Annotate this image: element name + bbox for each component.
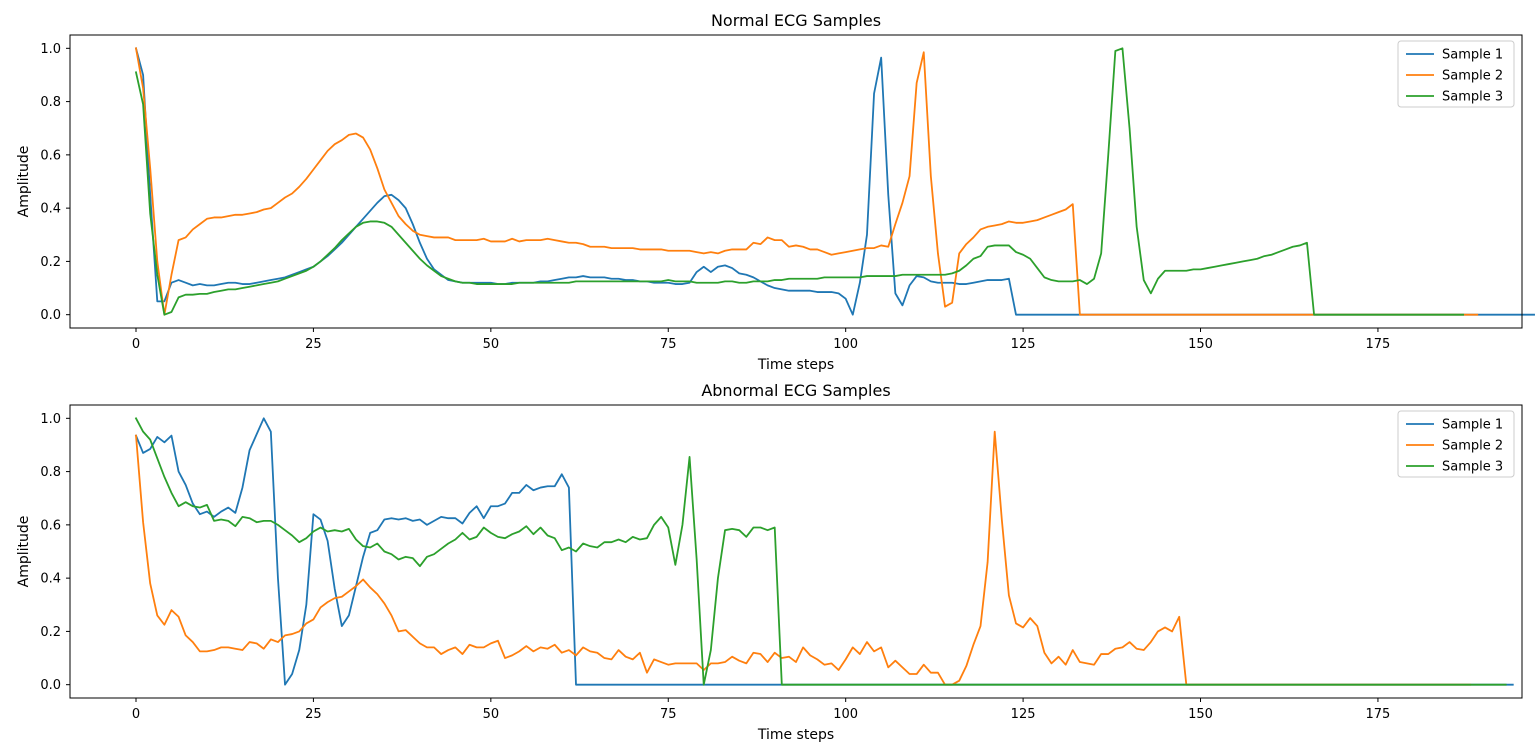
y-tick-label: 0.0	[40, 308, 61, 323]
legend-box	[1397, 410, 1515, 478]
series-line-sample-3	[134, 417, 1507, 686]
x-tick-label: 75	[660, 337, 677, 352]
y-tick-label: 0.6	[40, 148, 61, 163]
series-line-sample-1	[134, 47, 1535, 316]
legend-label: Sample 2	[1442, 439, 1503, 454]
y-tick-label: 0.2	[40, 625, 61, 640]
x-tick-label: 50	[483, 707, 500, 722]
legend: Sample 1 Sample 2 Sample 3	[1397, 40, 1515, 108]
normal-ecg-panel: Normal ECG Samples 0.0 0.2 0.4 0.6 0.8 1.0 0 2…	[16, 11, 1535, 373]
chart-title: Normal ECG Samples	[711, 11, 881, 30]
plot-area	[134, 417, 1514, 686]
x-tick-label: 25	[305, 337, 322, 352]
x-tick-label: 0	[132, 337, 140, 352]
y-axis-label: Amplitude	[16, 146, 32, 218]
y-tick-label: 0.0	[40, 678, 61, 693]
x-axis-ticks: 0 25 50 75 100 125 150 175	[132, 328, 1390, 352]
axes-frame	[69, 34, 1523, 329]
y-tick-label: 1.0	[40, 42, 61, 57]
series-line-sample-2	[135, 430, 1472, 686]
abnormal-ecg-panel: Abnormal ECG Samples 0.00.20.40.60.81.0 …	[16, 381, 1523, 743]
legend: Sample 1 Sample 2 Sample 3	[1397, 410, 1515, 478]
x-tick-label: 150	[1188, 337, 1213, 352]
x-tick-label: 175	[1366, 337, 1391, 352]
legend-label: Sample 3	[1442, 90, 1503, 105]
y-tick-label: 0.2	[40, 255, 61, 270]
x-axis-ticks: 0 25 50 75 100 125 150 175	[132, 698, 1390, 722]
chart-title: Abnormal ECG Samples	[701, 381, 890, 400]
x-tick-label: 125	[1011, 337, 1036, 352]
legend-label: Sample 1	[1442, 48, 1503, 63]
axes-frame	[69, 404, 1523, 699]
series-line-sample-3	[134, 47, 1464, 316]
x-tick-label: 50	[483, 337, 500, 352]
y-axis-label: Amplitude	[16, 516, 32, 588]
y-tick-label: 0.8	[40, 465, 61, 480]
x-tick-label: 175	[1366, 707, 1391, 722]
x-tick-label: 0	[132, 707, 140, 722]
legend-box	[1397, 40, 1515, 108]
y-tick-label: 0.6	[40, 518, 61, 533]
plot-area	[134, 47, 1535, 316]
x-tick-label: 150	[1188, 707, 1213, 722]
series-line-sample-2	[134, 47, 1479, 316]
y-tick-label: 0.4	[40, 572, 61, 587]
x-tick-label: 75	[660, 707, 677, 722]
y-tick-label: 0.4	[40, 202, 61, 217]
x-tick-label: 100	[833, 337, 858, 352]
y-tick-label: 1.0	[40, 412, 61, 427]
legend-label: Sample 3	[1442, 460, 1503, 475]
y-axis-ticks: 0.0 0.2 0.4 0.6 0.8 1.0	[40, 412, 70, 693]
x-tick-label: 100	[833, 707, 858, 722]
series-line-sample-1	[134, 417, 1514, 686]
x-tick-label: 125	[1011, 707, 1036, 722]
legend-label: Sample 1	[1442, 418, 1503, 433]
x-axis-label: Time steps	[757, 727, 834, 743]
y-tick-label: 0.8	[40, 95, 61, 110]
y-axis-ticks: 0.0 0.2 0.4 0.6 0.8 1.0	[40, 42, 70, 323]
legend-label: Sample 2	[1442, 69, 1503, 84]
x-axis-label: Time steps	[757, 357, 834, 373]
x-tick-label: 25	[305, 707, 322, 722]
